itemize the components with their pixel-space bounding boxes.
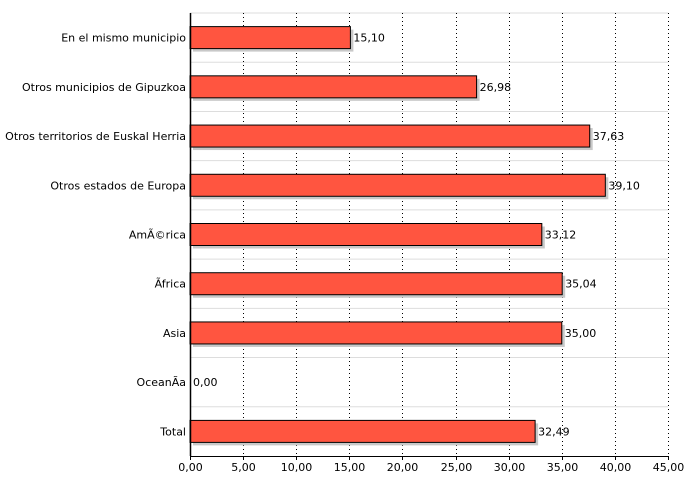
grid-layer xyxy=(190,12,669,456)
category-label: Total xyxy=(159,425,186,438)
data-label: 37,63 xyxy=(593,130,625,143)
bar xyxy=(189,223,543,246)
bar xyxy=(189,272,563,296)
data-label: 39,10 xyxy=(608,179,640,192)
category-label: AmÃ©rica xyxy=(129,229,186,242)
category-label: En el mismo municipio xyxy=(61,32,186,45)
data-label: 26,98 xyxy=(480,81,512,94)
category-label: Ãfrica xyxy=(155,278,186,291)
category-label: OceanÃ­a xyxy=(137,376,186,389)
data-label: 35,04 xyxy=(565,278,597,291)
data-label: 33,12 xyxy=(545,229,577,242)
x-tick-label: 40,00 xyxy=(600,461,632,474)
x-tick-label: 0,00 xyxy=(178,461,203,474)
data-label: 15,10 xyxy=(353,32,385,45)
category-label: Otros municipios de Gipuzkoa xyxy=(22,81,186,94)
label-layer: 15,10 En el mismo municipio 26,98 Otros mun… xyxy=(5,32,684,474)
bar xyxy=(189,419,536,443)
x-tick-label: 20,00 xyxy=(387,461,419,474)
x-tick-label: 25,00 xyxy=(441,461,473,474)
x-tick-label: 35,00 xyxy=(547,461,579,474)
data-label: 32,49 xyxy=(538,425,570,438)
category-label: Otros territorios de Euskal Herria xyxy=(5,130,186,143)
bar xyxy=(189,124,591,148)
data-label: 0,00 xyxy=(193,376,218,389)
x-tick-label: 5,00 xyxy=(231,461,256,474)
category-label: Otros estados de Europa xyxy=(50,179,186,192)
x-tick-label: 30,00 xyxy=(494,461,526,474)
bar xyxy=(189,26,351,50)
bar xyxy=(189,173,606,197)
bar xyxy=(189,75,478,99)
bar xyxy=(189,321,563,345)
data-label: 35,00 xyxy=(565,327,597,340)
category-label: Asia xyxy=(163,327,186,340)
x-tick-label: 15,00 xyxy=(334,461,366,474)
axis-layer xyxy=(189,13,669,460)
x-tick-label: 45,00 xyxy=(653,461,685,474)
x-tick-label: 10,00 xyxy=(281,461,313,474)
bar-layer xyxy=(189,26,609,446)
